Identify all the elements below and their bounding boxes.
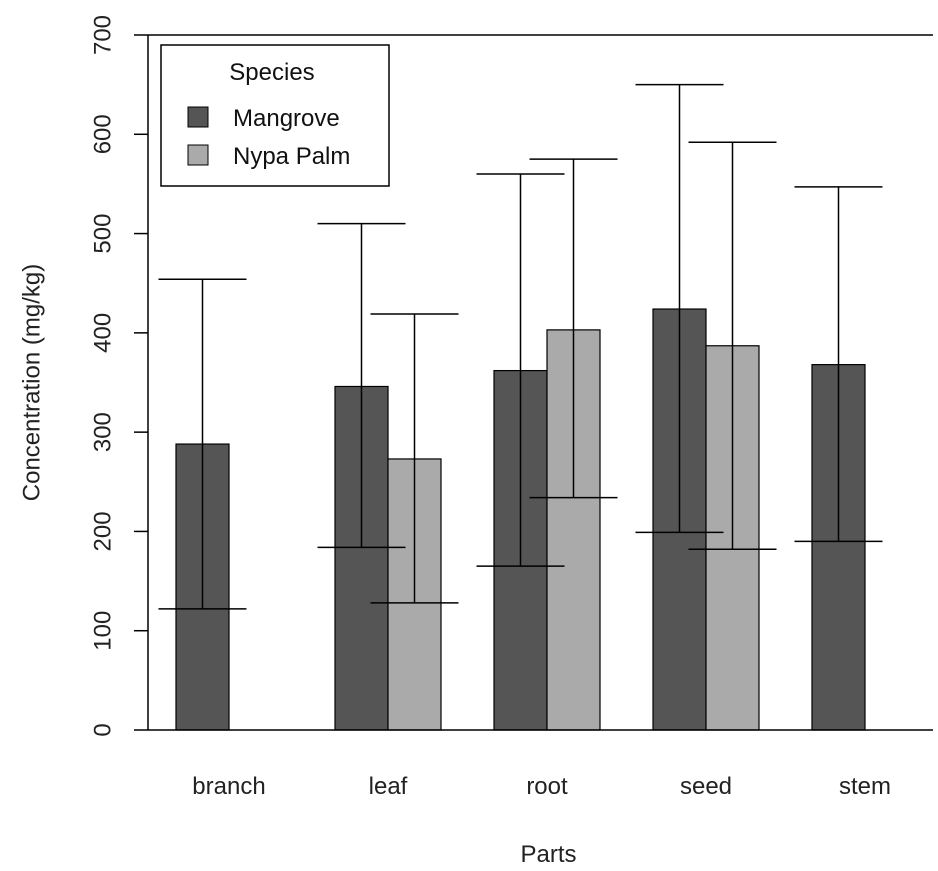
y-tick-label: 600 — [89, 114, 116, 154]
x-tick-label: seed — [680, 773, 732, 800]
legend-swatch-mangrove — [187, 106, 209, 128]
error-bars-layer — [158, 83, 883, 610]
y-tick-label: 400 — [89, 313, 116, 353]
y-tick-label: 200 — [89, 511, 116, 551]
legend: Species Mangrove Nypa Palm — [160, 44, 390, 187]
y-axis-label: Concentration (mg/kg) — [18, 264, 45, 501]
legend-swatch-nypa-palm — [187, 144, 209, 166]
y-tick-label: 300 — [89, 412, 116, 452]
x-tick-label: stem — [839, 773, 891, 800]
x-tick-label: root — [526, 773, 568, 800]
legend-title: Species — [229, 59, 314, 86]
y-tick-label: 0 — [89, 723, 116, 736]
legend-label-mangrove: Mangrove — [233, 105, 340, 132]
x-tick-label: leaf — [369, 773, 408, 800]
axes-layer: branch leaf root seed stem 0 100 200 300 400 500 60… — [89, 15, 933, 800]
x-axis-label: Parts — [520, 841, 576, 868]
y-tick-label: 500 — [89, 214, 116, 254]
y-tick-label: 100 — [89, 611, 116, 651]
y-tick-label: 700 — [89, 15, 116, 55]
x-tick-label: branch — [192, 773, 265, 800]
legend-label-nypa-palm: Nypa Palm — [233, 143, 350, 170]
